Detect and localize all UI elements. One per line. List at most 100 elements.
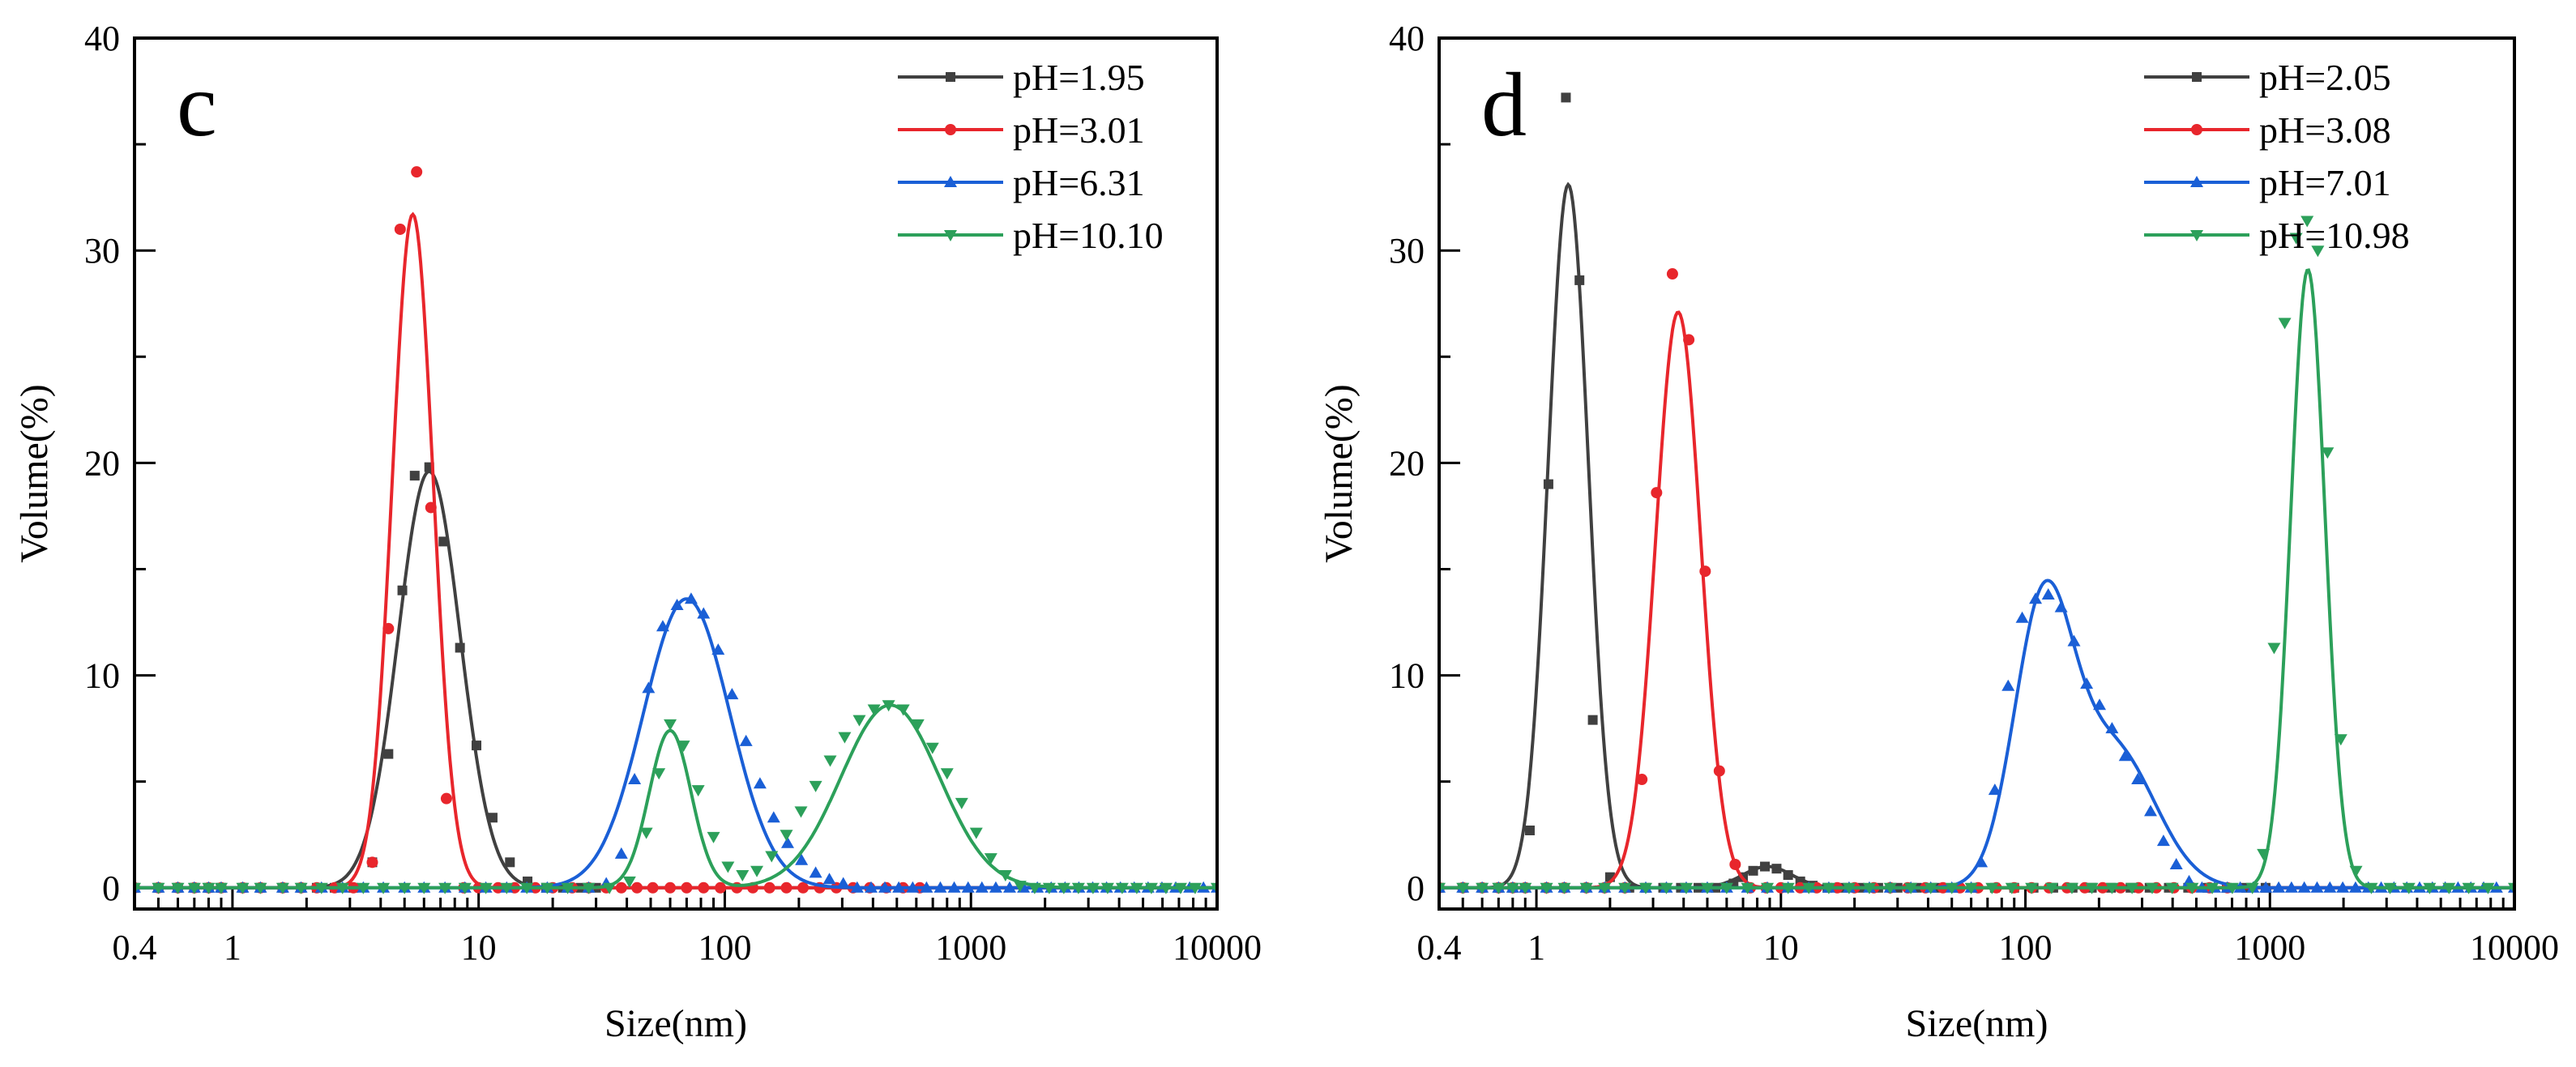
data-point [276,882,289,894]
data-point [394,223,406,235]
data-point [850,881,864,893]
data-point [647,881,659,894]
data-point [1115,882,1129,894]
data-point [2289,233,2303,245]
data-point [409,471,420,481]
y-tick-label: 10 [84,656,120,696]
data-point [1598,882,1612,894]
data-point [2284,881,2298,893]
data-point [780,836,794,848]
data-point [975,881,989,893]
data-point [961,881,975,893]
data-point [214,882,228,894]
data-point [1506,882,1519,894]
series-line [135,211,1217,890]
legend-item: pH=7.01 [2144,162,2391,203]
data-point [1456,882,1470,894]
series-line [135,469,1217,890]
data-point [438,536,449,547]
y-tick-label: 20 [84,443,120,483]
data-point [2225,882,2239,894]
legend-label: pH=10.98 [2259,215,2410,256]
data-point [1842,882,1856,894]
data-point [984,853,998,865]
data-point [471,740,481,751]
legend-item: pH=10.10 [898,215,1164,256]
data-point [2015,611,2029,623]
data-point [2067,634,2081,647]
data-point [1748,865,1758,876]
data-point [1683,334,1695,346]
data-point [2278,318,2292,330]
x-tick-label: 0.4 [1417,928,1462,967]
data-point [725,688,739,700]
data-point [2085,882,2099,894]
data-point [1975,856,1989,868]
data-point [892,881,906,893]
data-point [2001,679,2015,691]
data-point [852,715,866,727]
data-point [989,881,1002,893]
data-point [1519,882,1532,894]
data-point [765,851,779,863]
data-point [1964,882,1978,894]
data-point [753,777,767,789]
panel-label: d [1481,55,1527,156]
data-point [2349,865,2363,877]
legend-marker [946,72,955,82]
data-point [2005,882,2019,894]
legend-label: pH=7.01 [2259,162,2391,203]
legend-label: pH=3.08 [2259,109,2391,151]
data-point [2029,592,2043,604]
y-tick-label: 40 [84,19,120,58]
x-tick-label: 100 [698,928,751,967]
x-tick-label: 100 [1999,928,2053,967]
series-pH=2.05 [1439,92,2514,893]
data-point [925,742,939,754]
data-point [2169,857,2183,869]
y-tick-label: 30 [1389,231,1425,271]
data-point [969,827,983,839]
data-point [2383,882,2397,894]
y-tick-label: 10 [1389,656,1425,696]
chart-panel-d: 0.4 1 10 100 1000 10000 0 10 20 30 40 Size(nm) Volum… [1318,19,2559,1045]
data-point [715,881,727,894]
data-point [865,881,878,893]
x-axis-label: Size(nm) [604,1002,747,1045]
series-line [1439,310,2514,890]
data-point [920,881,933,893]
data-point [2165,882,2179,894]
data-point [1492,882,1506,894]
data-point [1741,882,1754,894]
series-pH=6.31 [135,592,1217,893]
data-point [425,501,437,514]
data-point [652,768,666,780]
data-point [711,643,725,655]
data-point [377,882,391,894]
data-point [677,740,690,753]
data-point [1771,864,1782,874]
legend-label: pH=3.01 [1013,109,1145,151]
series-line [135,703,1217,890]
data-point [2054,600,2068,612]
data-point [955,797,968,809]
data-point [455,642,465,653]
data-point [603,882,617,894]
legend-marker [945,124,956,135]
data-point [691,785,705,797]
data-point [1699,566,1711,578]
chart-panel-c: 0.4 1 10 100 1000 10000 0 10 20 30 40 Size(nm) Volum… [13,19,1262,1045]
data-point [1027,882,1041,894]
data-point [1924,882,1937,894]
data-point [1561,92,1571,103]
data-point [681,881,693,894]
data-point [1904,882,1918,894]
data-point [721,861,735,873]
data-point [1713,765,1725,777]
y-tick-label: 0 [1407,869,1425,908]
data-point [2025,882,2039,894]
legend-item: pH=3.08 [2144,109,2391,151]
y-axis-label: Volume(%) [13,384,56,562]
series-line [135,597,1217,890]
data-point [357,882,370,894]
